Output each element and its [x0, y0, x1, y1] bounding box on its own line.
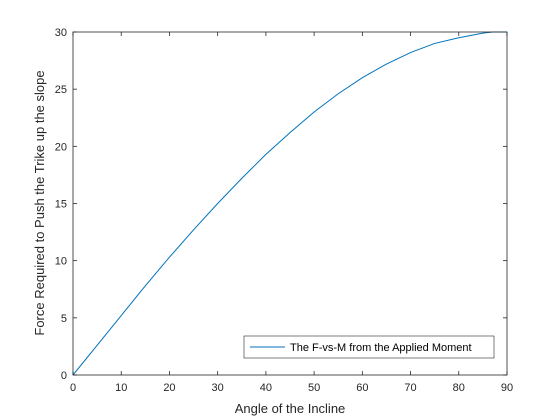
x-tick-label: 40	[260, 382, 272, 394]
x-axis-label: Angle of the Incline	[235, 401, 346, 416]
y-tick-label: 5	[61, 313, 67, 325]
y-axis-label: Force Required to Push the Trike up the …	[32, 70, 47, 335]
y-tick-label: 20	[55, 141, 67, 153]
y-tick-label: 30	[55, 27, 67, 39]
x-tick-label: 60	[356, 382, 368, 394]
axis-ticks: 0 10 20 30 40 50 60 70 80 90 0 5 10 15 20 25 30	[55, 27, 513, 394]
y-tick-label: 10	[55, 256, 67, 268]
plot-area	[73, 32, 507, 375]
x-tick-label: 90	[501, 382, 513, 394]
legend: The F-vs-M from the Applied Moment	[243, 335, 495, 359]
x-tick-label: 10	[115, 382, 127, 394]
series-layer	[72, 31, 507, 376]
y-tick-label: 25	[55, 84, 67, 96]
x-tick-label: 0	[70, 382, 76, 394]
x-tick-label: 20	[163, 382, 175, 394]
series-line	[72, 31, 507, 376]
x-tick-label: 80	[453, 382, 465, 394]
y-tick-label: 0	[61, 370, 67, 382]
x-tick-label: 30	[212, 382, 224, 394]
plot-frame	[72, 31, 508, 376]
legend-entry-label: The F-vs-M from the Applied Moment	[290, 342, 472, 354]
x-tick-label: 50	[308, 382, 320, 394]
x-tick-label: 70	[404, 382, 416, 394]
y-tick-label: 15	[55, 199, 67, 211]
legend-box	[243, 335, 495, 359]
